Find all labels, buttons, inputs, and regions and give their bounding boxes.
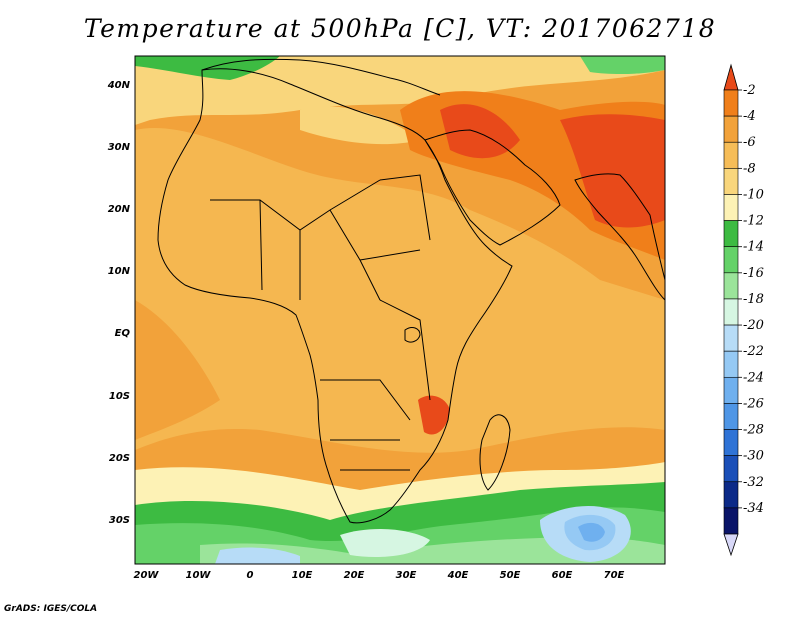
colorbar-box <box>723 481 739 509</box>
field-med-yellow <box>300 106 420 145</box>
colorbar-label: -14 <box>743 240 764 255</box>
colorbar-box <box>723 168 739 195</box>
colorbar-label: -30 <box>743 449 764 464</box>
colorbar-box <box>723 350 739 378</box>
field-malawi-red <box>418 395 450 435</box>
colorbar-box <box>723 246 739 274</box>
map-frame <box>134 55 666 565</box>
lon-label: 20W <box>134 570 160 581</box>
india-coastline <box>574 173 665 301</box>
colorbar-top-arrow <box>723 63 739 91</box>
lat-label: 10N <box>108 266 131 277</box>
lat-label: 30N <box>108 142 131 153</box>
field-north-yellow <box>135 56 665 125</box>
madagascar-coastline <box>479 414 511 491</box>
field-cold-pool-c <box>578 522 605 542</box>
grads-credit: GrADS: IGES/COLA <box>4 604 98 614</box>
lat-label: EQ <box>115 328 131 339</box>
border-lines <box>210 174 431 471</box>
field-ne-green <box>580 56 665 75</box>
colorbar-label: -18 <box>743 292 764 307</box>
europe-coastline <box>201 58 441 96</box>
field-sw-cold <box>215 547 300 564</box>
map-title: Temperature at 500hPa [C], VT: 201706271… <box>83 14 717 43</box>
colorbar-box <box>723 403 739 430</box>
colorbar-label: -34 <box>743 501 764 516</box>
lon-label: 40E <box>447 570 469 581</box>
colorbar-box <box>723 455 739 483</box>
colorbar-label: -22 <box>743 344 764 359</box>
field-band-minus8 <box>135 128 665 453</box>
colorbar-box <box>723 194 739 221</box>
colorbar-box <box>723 89 739 117</box>
colorbar-box <box>723 324 739 352</box>
colorbar-label: -4 <box>743 109 756 124</box>
lon-label: 0 <box>247 570 254 581</box>
lat-label: 20N <box>108 204 131 215</box>
colorbar-box <box>723 220 739 248</box>
lon-label: 20E <box>344 570 365 581</box>
coastline-borders <box>157 58 665 524</box>
field-west-patch <box>135 300 220 440</box>
lake-victoria <box>404 327 421 343</box>
lon-label: 10W <box>186 570 212 581</box>
colorbar-boxes <box>723 89 739 535</box>
colorbar-box <box>723 272 739 300</box>
arabia-coastline <box>424 129 561 246</box>
lat-label: 30S <box>109 515 130 526</box>
colorbar-label: -12 <box>743 214 764 229</box>
field-cape-minus20 <box>340 528 430 558</box>
colorbar-label: -6 <box>743 135 756 150</box>
colorbar-box <box>723 141 739 169</box>
colorbar-label: -24 <box>743 370 764 385</box>
colorbar-box <box>723 507 739 535</box>
colorbar-label: -28 <box>743 423 764 438</box>
lon-label: 50E <box>500 570 521 581</box>
lon-label: 10E <box>292 570 313 581</box>
lon-label: 60E <box>552 570 573 581</box>
colorbar-labels: -2 -4 -6 -8 -10 -12 -14 -16 -18 -20 -22 -24 -26 -28 -3… <box>738 83 764 516</box>
colorbar-label: -2 <box>743 83 756 98</box>
lat-label: 10S <box>109 391 130 402</box>
lon-label: 30E <box>396 570 417 581</box>
colorbar-label: -32 <box>743 475 764 490</box>
colorbar-box <box>723 429 739 456</box>
colorbar-label: -20 <box>743 318 764 333</box>
lat-labels: 40N 30N 20N 10N EQ 10S 20S 30S <box>107 80 131 526</box>
lat-label: 20S <box>109 453 130 464</box>
field-arabia-red <box>440 104 520 159</box>
lon-label: 70E <box>604 570 625 581</box>
colorbar: -2 -4 -6 -8 -10 -12 -14 -16 -18 -20 -22 -24 -26 -28 -3… <box>723 63 764 557</box>
colorbar-box <box>723 115 739 143</box>
lon-labels: 20W 10W 0 10E 20E 30E 40E 50E 60E 70E <box>134 570 625 581</box>
colorbar-box <box>723 376 739 404</box>
colorbar-label: -10 <box>743 187 764 202</box>
colorbar-box <box>723 298 739 326</box>
colorbar-label: -26 <box>743 396 764 411</box>
colorbar-label: -8 <box>743 161 756 176</box>
lat-label: 40N <box>107 80 131 91</box>
colorbar-label: -16 <box>743 266 764 281</box>
colorbar-bottom-arrow <box>723 533 739 557</box>
